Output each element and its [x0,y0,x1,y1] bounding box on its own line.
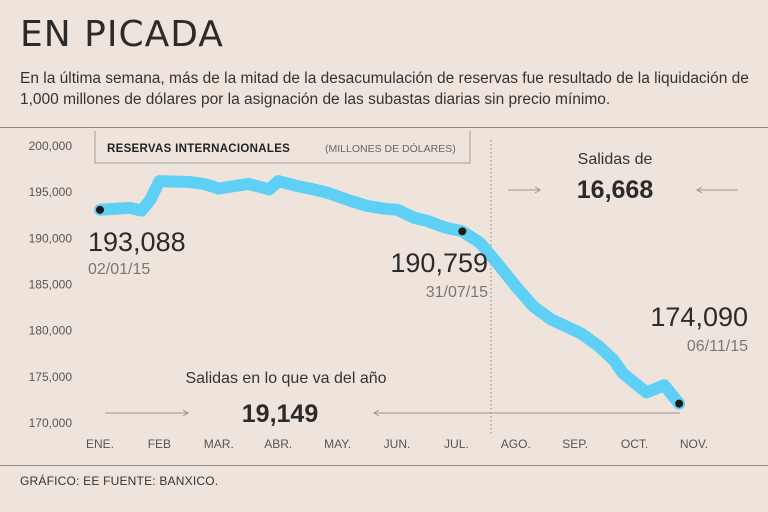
marker-november [675,399,684,408]
callout-recent-arrows [508,186,738,194]
callout-recent-value: 16,668 [577,176,654,204]
x-tick-label: JUN. [384,437,411,451]
annotation-nov-date: 06/11/15 [687,338,748,355]
annotation-start-value: 193,088 [88,227,186,257]
y-tick-label: 185,000 [29,278,73,292]
x-tick-label: ABR. [264,437,292,451]
bottom-divider [0,465,768,466]
annotation-nov-value: 174,090 [650,302,748,332]
y-tick-label: 180,000 [29,324,73,338]
x-tick-label: MAR. [204,437,234,451]
source-credit: GRÁFICO: EE FUENTE: BANXICO. [20,474,219,488]
annotation-start-date: 02/01/15 [88,261,150,278]
callout-recent-label: Salidas de [578,151,653,168]
annotation-july-date: 31/07/15 [426,284,488,301]
page-subtitle: En la última semana, más de la mitad de … [20,70,749,108]
x-tick-label: JUL. [444,437,469,451]
x-tick-label: MAY. [324,437,351,451]
chart-title-box: RESERVAS INTERNACIONALES (MILLONES DE DÓ… [94,131,471,164]
y-tick-label: 200,000 [29,139,73,153]
callout-ytd-arrows [105,409,680,417]
y-tick-label: 170,000 [29,416,73,430]
x-tick-label: FEB [148,437,171,451]
x-axis: ENE. FEB MAR. ABR. MAY. JUN. JUL. AGO. SEP. OCT. N… [86,437,708,451]
x-tick-label: NOV. [680,437,708,451]
x-tick-label: ENE. [86,437,114,451]
x-tick-label: AGO. [501,437,531,451]
callout-ytd-label: Salidas en lo que va del año [185,370,386,387]
callout-ytd-value: 19,149 [242,400,318,428]
y-axis: 200,000 195,000 190,000 185,000 180,000 175,0… [29,139,73,430]
chart-title: RESERVAS INTERNACIONALES [107,143,290,155]
reserves-series-line [94,175,686,410]
top-divider [0,127,768,128]
marker-july [458,227,467,236]
page-title: EN PICADA [20,14,224,55]
marker-start [96,205,104,214]
x-tick-label: SEP. [562,437,588,451]
x-tick-label: OCT. [621,437,648,451]
chart-unit-label: (MILLONES DE DÓLARES) [325,142,456,155]
y-tick-label: 175,000 [29,370,73,384]
annotation-july-value: 190,759 [390,248,488,278]
y-tick-label: 190,000 [29,231,73,245]
y-tick-label: 195,000 [29,185,73,199]
